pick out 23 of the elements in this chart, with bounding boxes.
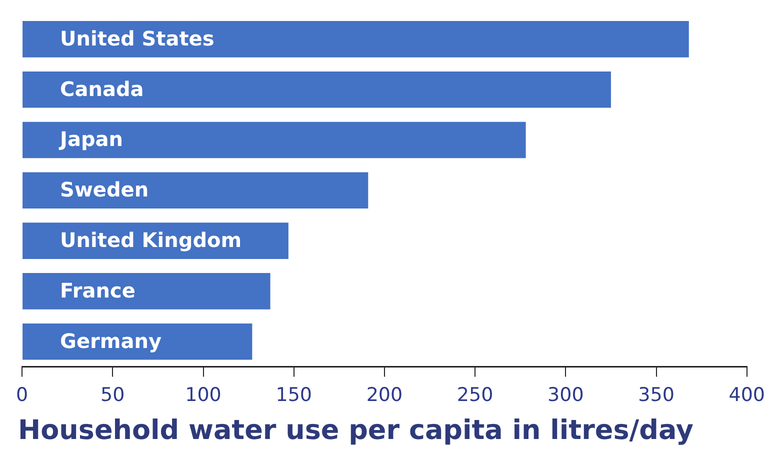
x-tick-label: 0 — [16, 384, 28, 406]
bar — [22, 273, 270, 310]
x-tick-label: 350 — [638, 384, 674, 406]
bar — [22, 21, 689, 58]
y-tick-label: United Kingdom — [60, 228, 242, 252]
bar — [22, 172, 368, 209]
y-tick-label: Germany — [60, 328, 162, 353]
x-tick-label: 250 — [456, 384, 494, 406]
y-tick-label: Canada — [60, 76, 144, 101]
y-tick-label: Sweden — [60, 178, 149, 202]
x-tick-label: 400 — [728, 384, 765, 406]
bar — [22, 323, 252, 360]
x-tick-label: 100 — [185, 384, 222, 406]
y-tick-label: France — [60, 278, 136, 302]
text: Household water use per capita in litres/day — [18, 414, 694, 446]
y-tick-label: United States — [60, 26, 214, 50]
y-tick-label: Japan — [58, 127, 124, 152]
bar — [22, 71, 611, 108]
x-tick-label: 150 — [276, 384, 312, 406]
x-tick-label: 200 — [366, 384, 403, 406]
bar — [22, 122, 526, 158]
x-tick-label: 50 — [100, 384, 125, 406]
x-tick-label: 300 — [548, 384, 584, 406]
